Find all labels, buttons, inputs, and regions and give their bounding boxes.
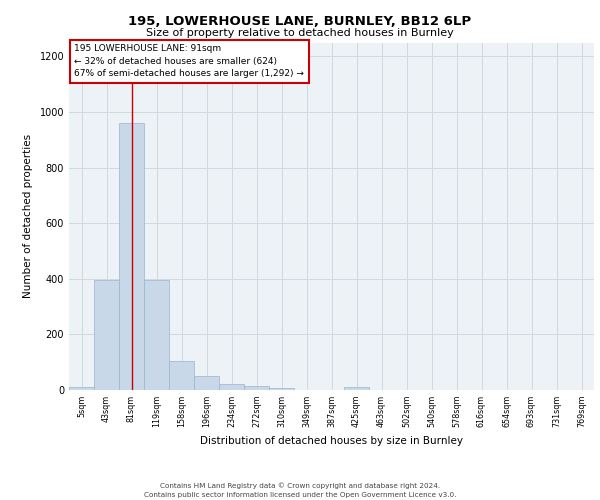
Bar <box>194 376 219 390</box>
Bar <box>119 123 144 390</box>
Bar <box>219 384 244 390</box>
Bar <box>169 361 194 390</box>
Bar <box>94 280 119 390</box>
Text: Contains HM Land Registry data © Crown copyright and database right 2024.
Contai: Contains HM Land Registry data © Crown c… <box>144 482 456 498</box>
Y-axis label: Number of detached properties: Number of detached properties <box>23 134 32 298</box>
Bar <box>344 387 369 390</box>
Text: 195, LOWERHOUSE LANE, BURNLEY, BB12 6LP: 195, LOWERHOUSE LANE, BURNLEY, BB12 6LP <box>128 15 472 28</box>
Bar <box>69 387 94 390</box>
Text: Size of property relative to detached houses in Burnley: Size of property relative to detached ho… <box>146 28 454 38</box>
X-axis label: Distribution of detached houses by size in Burnley: Distribution of detached houses by size … <box>200 436 463 446</box>
Bar <box>269 388 294 390</box>
Bar <box>244 386 269 390</box>
Bar <box>144 280 169 390</box>
Text: 195 LOWERHOUSE LANE: 91sqm
← 32% of detached houses are smaller (624)
67% of sem: 195 LOWERHOUSE LANE: 91sqm ← 32% of deta… <box>74 44 304 78</box>
